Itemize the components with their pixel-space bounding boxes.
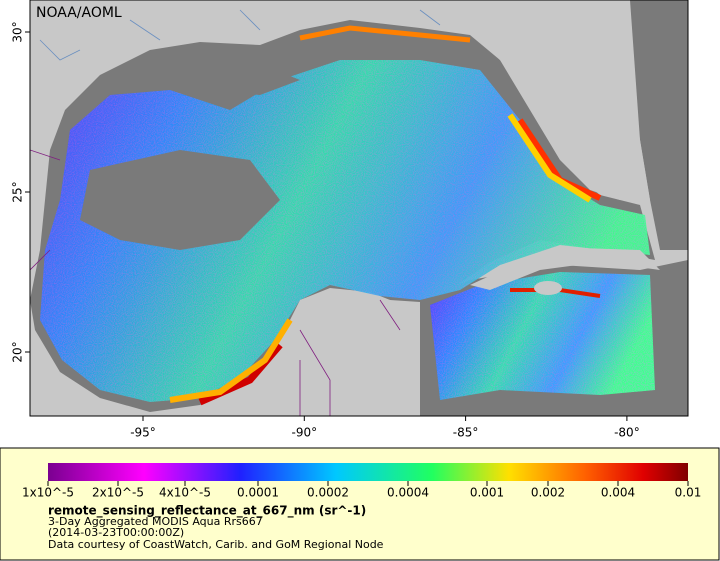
- colorbar-tick-label: 0.004: [601, 486, 635, 500]
- yucatan: [280, 290, 410, 416]
- colorbar-tick-label: 1x10^-5: [22, 486, 74, 500]
- coastal-mid: [507, 113, 592, 203]
- lat-tick-label: 25°: [11, 181, 25, 202]
- borders: [30, 149, 401, 416]
- lon-tick-label: -90°: [291, 426, 317, 440]
- coastal-mid: [169, 318, 293, 403]
- cuba: [470, 248, 660, 290]
- colorbar-tick-label: 2x10^-5: [92, 486, 144, 500]
- colorbar-tick-label: 0.001: [470, 486, 504, 500]
- colorbar-tick-label: 0.0002: [307, 486, 349, 500]
- colorbar-tick-label: 0.01: [675, 486, 702, 500]
- no-data-patch: [160, 60, 300, 95]
- florida: [470, 0, 650, 200]
- lon-tick-label: -85°: [453, 426, 479, 440]
- map-frame: [29, 0, 689, 417]
- colorbar-tick-label: 0.002: [531, 486, 565, 500]
- colorbar-tick-label: 0.0001: [237, 486, 279, 500]
- atlantic-water: [630, 0, 688, 250]
- lat-tick-label: 30°: [11, 21, 25, 42]
- lat-tick-label: 20°: [11, 341, 25, 362]
- rivers: [39, 9, 441, 61]
- island: [534, 281, 562, 295]
- map: [30, 0, 688, 416]
- lon-tick-label: -95°: [130, 426, 156, 440]
- lon-tick-label: -80°: [614, 426, 640, 440]
- legend-line: (2014-03-23T00:00:00Z): [48, 526, 184, 539]
- colorbar-tick-label: 4x10^-5: [159, 486, 211, 500]
- coastal-high: [299, 25, 471, 43]
- ocean-color: [40, 60, 650, 402]
- legend-title: remote_sensing_reflectance_at_667_nm (sr…: [48, 504, 366, 519]
- colorbar-tick-label: 0.0004: [387, 486, 429, 500]
- ocean-color-south: [430, 272, 655, 400]
- legend-line: Data courtesy of CoastWatch, Carib. and …: [48, 538, 384, 551]
- colorbar: [48, 463, 688, 481]
- legend-line: 3-Day Aggregated MODIS Aqua Rrs667: [48, 515, 263, 528]
- no-data-patch: [80, 150, 280, 250]
- map-label: NOAA/AOML: [36, 5, 122, 21]
